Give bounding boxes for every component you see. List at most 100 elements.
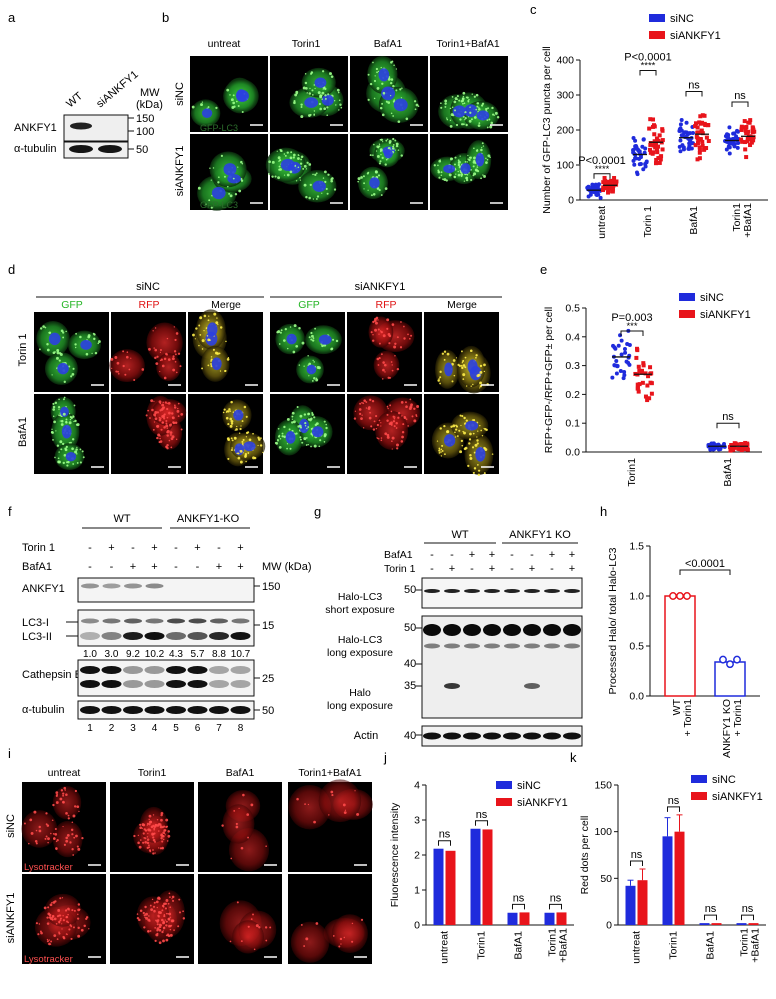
data-point: [745, 446, 750, 451]
data-point: [606, 190, 611, 195]
f-ratio: 10.2: [145, 649, 165, 660]
x-tick-label: untreat: [596, 206, 608, 239]
data-point: [660, 128, 665, 133]
f-marker-150: 150: [262, 581, 280, 593]
data-point: [683, 592, 691, 600]
data-point: [739, 448, 744, 453]
g-row-halo-2: long exposure: [327, 700, 393, 712]
x-tick-label: Torin1: [626, 458, 638, 487]
data-point: [743, 147, 748, 152]
data-point: [610, 185, 615, 190]
data-point: [741, 442, 746, 447]
panel-a-blot: WT siANKFY1 MW (kDa) ANKFY1 150 100 α-tu…: [14, 68, 163, 159]
row-label-sinc: siNC: [174, 82, 186, 106]
lane-label-wt: WT: [64, 90, 85, 110]
y-tick-label: 4: [414, 780, 420, 792]
chart-e: 0.0 0.1 0.2 0.3 0.4 0.5 RFP+GFP-/RFP+GFP± per …: [543, 292, 762, 487]
p-value: P=0.003: [611, 312, 652, 324]
micrograph-i-r0-c1: [110, 782, 194, 872]
data-point: [657, 133, 662, 138]
data-point: [616, 343, 621, 348]
col-label-torin1-bafa1: Torin1+BafA1: [436, 38, 499, 50]
lane-label-siankfy1: siANKFY1: [94, 68, 141, 110]
data-point: [622, 346, 627, 351]
micrograph-i-r0-c0: [21, 782, 106, 872]
f-bafa-sign: +: [237, 561, 243, 573]
f-ratio: 5.7: [191, 649, 205, 660]
f-bafa-sign: -: [110, 561, 114, 573]
data-point: [749, 140, 754, 145]
data-point: [627, 343, 632, 348]
data-point: [726, 660, 734, 669]
y-axis-label: Fluorescence intensity: [389, 802, 401, 907]
micrograph-b-r1-c2: [350, 134, 428, 210]
data-point: [594, 192, 599, 197]
micrograph-b-r0-c2: [350, 55, 428, 132]
data-point: [651, 117, 656, 122]
panel-letter-g: g: [314, 504, 321, 519]
f-ratio: 1.0: [83, 649, 97, 660]
data-point: [679, 128, 684, 133]
data-point: [604, 184, 609, 189]
p-value: ns: [742, 903, 754, 915]
data-point: [700, 113, 705, 118]
y-tick-label: 0.1: [565, 418, 580, 430]
micrograph-d-r0-c5: [424, 312, 499, 394]
p-value: ns: [668, 795, 680, 807]
g-treat-bafa: BafA1: [384, 549, 413, 561]
data-point: [660, 147, 665, 152]
bar: [544, 912, 555, 925]
f-mw-label: MW (kDa): [262, 561, 312, 573]
data-point: [614, 359, 619, 364]
data-point: [649, 391, 654, 396]
f-torin-sign: -: [217, 542, 221, 554]
group-label-siankfy1: siANKFY1: [355, 281, 406, 293]
micrograph-i-r1-c1: [110, 874, 194, 964]
data-point: [697, 148, 702, 153]
data-point: [684, 120, 689, 125]
data-point: [751, 126, 756, 131]
micrograph-b-r0-c3: [430, 56, 508, 132]
g-row-actin: Actin: [354, 730, 378, 742]
data-point: [712, 446, 717, 451]
row-label-siankfy1: siANKFY1: [174, 146, 186, 197]
x-tick-label: BafA1: [513, 931, 525, 960]
bar: [433, 848, 444, 925]
data-point: [678, 138, 683, 143]
f-lane-number: 7: [216, 723, 222, 734]
data-point: [640, 144, 645, 149]
micrograph-b-r0-c1: [270, 56, 348, 132]
g-bafa-sign: +: [569, 549, 575, 561]
y-axis-label: Processed Halo/ total Halo-LC3: [607, 547, 619, 694]
y-axis-label: Number of GFP-LC3 puncta per cell: [541, 46, 553, 214]
panel-letter-k: k: [570, 750, 577, 765]
micrograph-d-r0-c0: [34, 312, 109, 392]
data-point: [633, 138, 638, 143]
y-tick-label: 1.5: [629, 541, 644, 553]
data-point: [727, 125, 732, 130]
data-point: [634, 170, 639, 175]
y-tick-label: 300: [556, 90, 574, 102]
legend-marker: [649, 31, 665, 39]
micrograph-i-r1-c3: [288, 874, 372, 964]
panel-d-micrographs: siNC siANKFY1 GFP RFP Merge GFP RFP Merg…: [17, 281, 502, 477]
significance-bracket: [630, 860, 643, 866]
g-torin-sign: +: [529, 563, 535, 575]
i-col-untreat: untreat: [48, 767, 81, 779]
f-torin-sign: +: [237, 542, 243, 554]
f-lane-number: 8: [238, 723, 244, 734]
data-point: [636, 389, 641, 394]
significance-bracket: [620, 330, 644, 337]
data-point: [752, 129, 757, 134]
x-tick-label: untreat: [631, 931, 643, 964]
micrograph-b-r0-c0: [190, 56, 268, 132]
data-point: [680, 143, 685, 148]
data-point: [748, 143, 753, 148]
data-point: [654, 157, 659, 162]
significance-bracket: [685, 91, 703, 97]
col-label-untreat: untreat: [208, 38, 241, 50]
micrograph-d-r1-c2: [188, 394, 266, 474]
data-point: [643, 162, 648, 167]
data-point: [633, 156, 638, 161]
